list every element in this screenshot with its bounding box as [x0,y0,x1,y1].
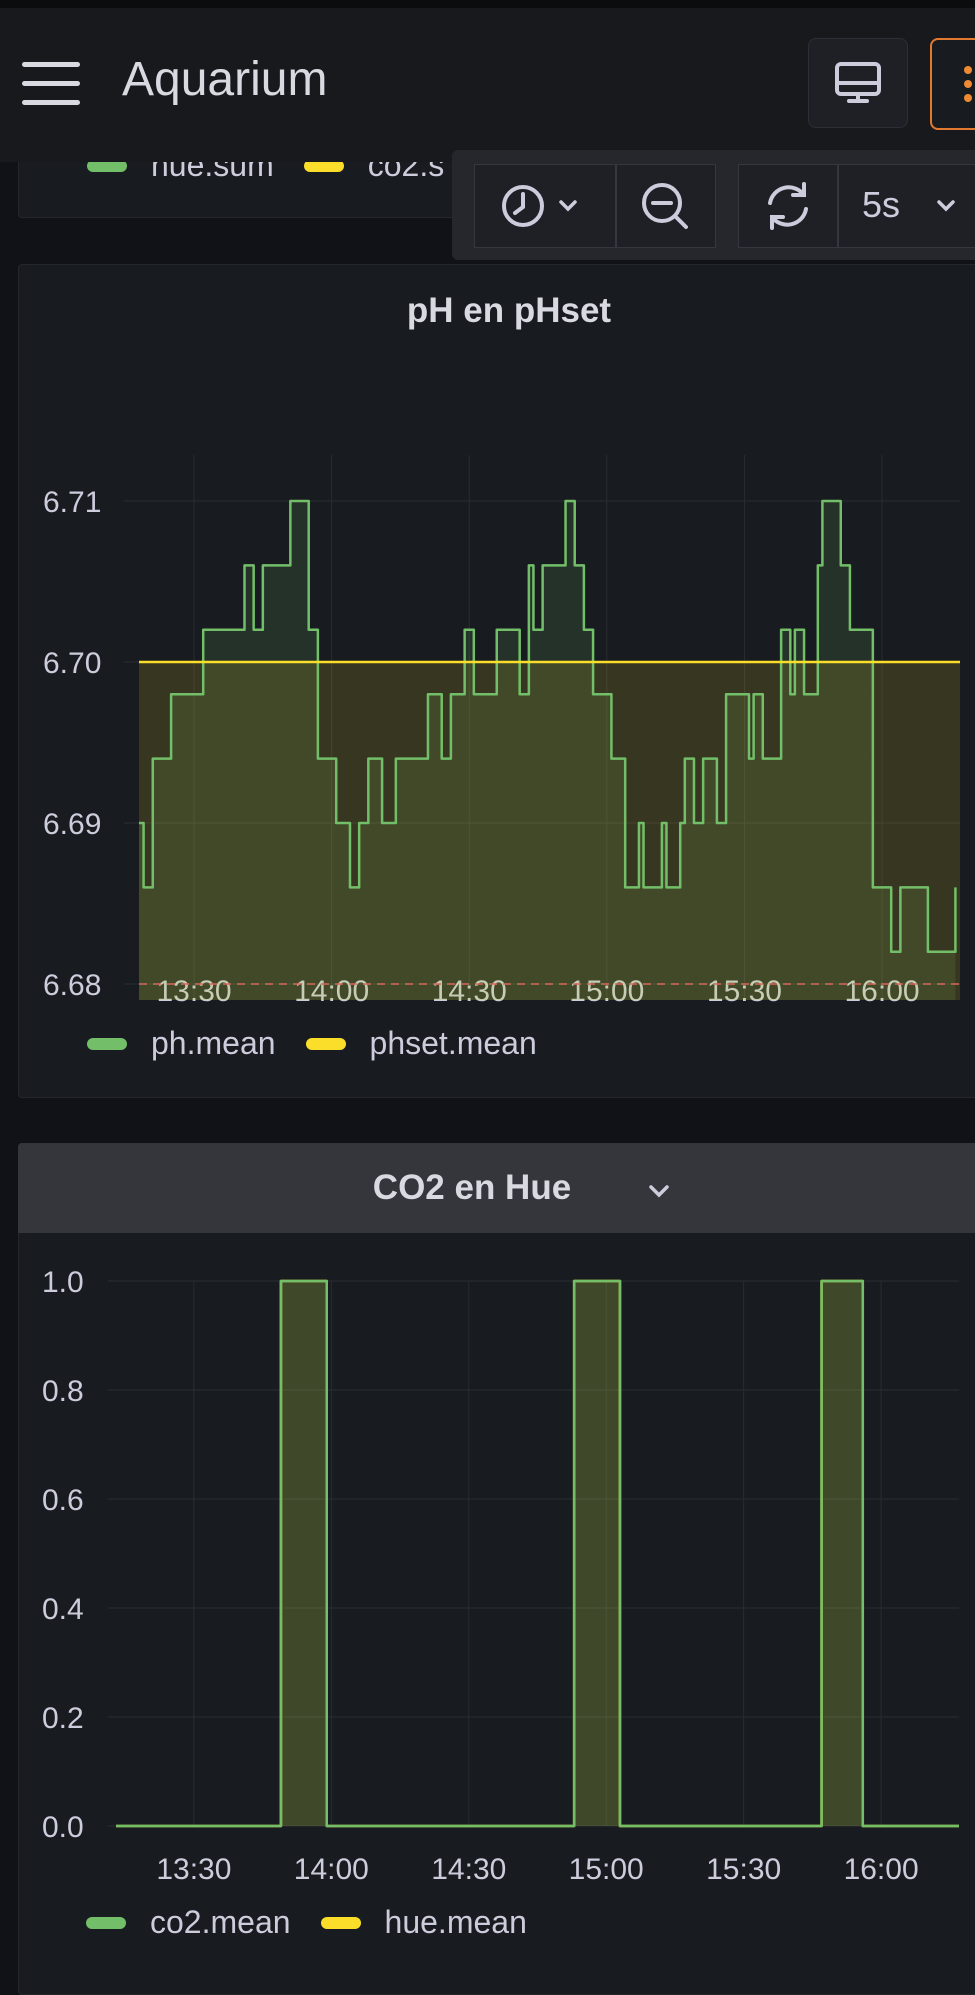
top-navbar: Aquarium [0,0,975,162]
y-tick-label: 0.0 [42,1811,84,1844]
time-picker-button[interactable] [474,164,616,248]
zoom-out-button[interactable] [616,164,716,248]
panel-title: CO2 en Hue [372,1168,572,1207]
x-tick-label: 14:30 [432,975,507,1008]
x-tick-label: 16:00 [844,975,919,1008]
hamburger-icon-bar [22,100,80,105]
series-line-ph.mean [139,499,957,954]
ph-chart: 6.68 6.69 6.70 6.71 13:30 14:00 14:30 15:00 15:3… [43,455,960,1008]
dashboard-title: Aquarium [122,53,328,106]
x-tick-label: 15:30 [707,975,782,1008]
y-tick-label: 0.6 [42,1484,84,1517]
legend-label: co2.mean [150,1904,291,1940]
refresh-icon [768,182,808,230]
y-tick-label: 6.71 [43,486,101,519]
series-area-ph.mean [139,501,956,1000]
ph-legend: ph.mean phset.mean [87,1025,567,1062]
x-tick-label: 15:30 [706,1853,781,1886]
y-tick-label: 0.8 [42,1375,84,1408]
panel-title: pH en pHset [406,291,612,330]
x-tick-label: 14:00 [294,1853,369,1886]
y-tick-label: 6.69 [43,808,101,841]
y-tick-label: 1.0 [42,1266,84,1299]
legend-swatch [86,1916,126,1929]
series-line-co2.mean [116,1279,959,1828]
legend-swatch [87,1037,127,1050]
panel-header[interactable]: CO2 en Hue [18,1143,975,1233]
refresh-interval-picker[interactable] [838,164,975,248]
refresh-button[interactable] [738,164,838,248]
chevron-down-icon [937,200,955,212]
legend-swatch [305,1037,346,1050]
legend-swatch [320,1916,361,1929]
x-tick-label: 13:30 [157,975,232,1008]
y-tick-label: 0.4 [42,1593,84,1626]
legend-swatch [303,159,344,172]
x-tick-label: 14:00 [294,975,369,1008]
zoom-out-icon [642,183,688,229]
x-tick-label: 15:00 [569,1853,644,1886]
co2-legend: co2.mean hue.mean [86,1904,557,1941]
legend-item[interactable]: co2.mean [86,1904,291,1941]
menu-button[interactable] [22,62,80,106]
x-tick-label: 13:30 [156,1853,231,1886]
series-area-co2.mean [116,1281,959,1826]
hamburger-icon-bar [22,81,80,86]
hamburger-icon-bar [22,62,80,67]
legend-item[interactable]: ph.mean [87,1025,276,1062]
y-tick-label: 6.68 [43,969,101,1002]
more-options-button[interactable] [930,38,975,130]
chevron-down-icon [649,1185,669,1198]
tv-mode-button[interactable] [808,38,908,128]
legend-label: ph.mean [151,1025,276,1061]
panel-co2-hue [18,1143,975,1995]
x-tick-label: 14:30 [431,1853,506,1886]
x-tick-label: 15:00 [569,975,644,1008]
legend-swatch [87,159,127,172]
panel-ph: pH en pHset 6.68 6.69 6.70 6.71 13:30 14:00 14… [18,264,975,1098]
y-tick-label: 6.70 [43,647,101,680]
x-tick-label: 16:00 [844,1853,919,1886]
status-strip [0,0,975,8]
legend-label: hue.mean [384,1904,527,1940]
more-vertical-icon [964,66,973,108]
tv-monitor-icon [835,62,881,103]
co2-chart: 0.0 0.2 0.4 0.6 0.8 1.0 13:30 14:00 14:30 15:00 15… [42,1266,959,1886]
series-area-phset.mean [139,662,960,1000]
legend-item[interactable]: phset.mean [305,1025,537,1062]
clock-icon [502,185,577,227]
y-tick-label: 0.2 [42,1702,84,1735]
legend-label: phset.mean [369,1025,537,1061]
refresh-interval-label: 5s [862,184,901,225]
legend-item[interactable]: hue.mean [320,1904,527,1941]
time-toolbar [452,150,975,260]
